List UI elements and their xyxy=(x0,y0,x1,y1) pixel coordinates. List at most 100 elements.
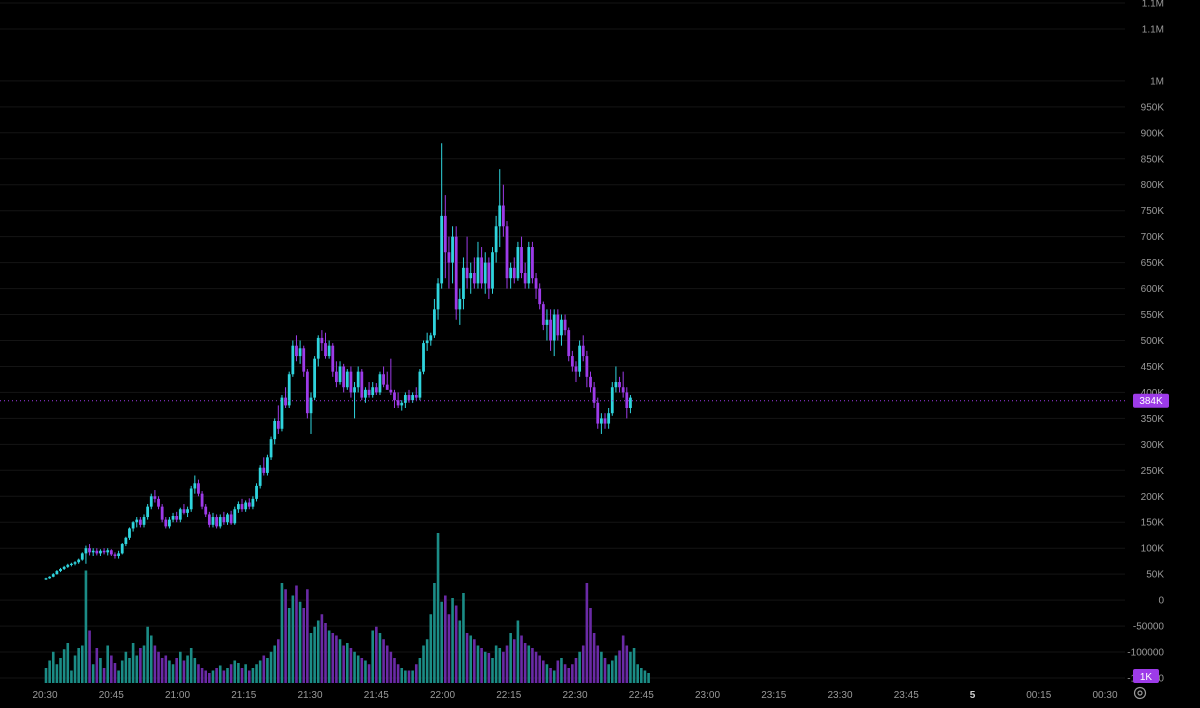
volume-bar xyxy=(549,668,552,683)
candle-body xyxy=(342,366,346,388)
volume-bar xyxy=(389,651,393,683)
candle-body xyxy=(284,397,287,406)
volume-bar xyxy=(302,608,306,683)
volume-bar xyxy=(487,653,491,683)
candle-body xyxy=(589,376,592,388)
volume-bar xyxy=(51,651,55,683)
candle xyxy=(193,475,197,494)
candle-body xyxy=(454,236,458,310)
volume-bar xyxy=(70,670,73,683)
candle xyxy=(570,350,574,372)
volume-bar xyxy=(251,668,255,683)
volume-bar xyxy=(433,583,436,683)
volume-bar xyxy=(483,651,487,683)
price-tick-label: 950K xyxy=(1141,102,1165,113)
candle xyxy=(291,340,295,377)
candle-body xyxy=(291,345,295,375)
candle xyxy=(91,548,95,556)
candle xyxy=(527,241,531,289)
candle xyxy=(385,371,389,390)
candle xyxy=(396,392,400,408)
candle-body xyxy=(429,335,433,341)
candle xyxy=(204,504,208,518)
candle xyxy=(316,335,320,367)
candle-body xyxy=(95,550,99,554)
candle xyxy=(266,454,269,476)
candle-body xyxy=(451,236,454,263)
volume-bar xyxy=(393,658,396,683)
candle-body xyxy=(207,514,211,525)
candle-body xyxy=(465,267,469,279)
volume-bar xyxy=(371,630,374,683)
candle xyxy=(599,413,603,434)
candle-body xyxy=(364,389,367,398)
candle-body xyxy=(414,395,418,398)
candle xyxy=(109,549,113,556)
volume-bar xyxy=(563,664,567,683)
candle xyxy=(469,262,473,294)
volume-bar xyxy=(291,595,295,683)
volume-bar xyxy=(215,668,218,683)
candle xyxy=(44,577,48,580)
candle-body xyxy=(146,506,150,518)
candle-body xyxy=(175,516,179,520)
price-tick-label: 250K xyxy=(1141,466,1165,477)
volume-label-text: 1K xyxy=(1140,672,1153,683)
volume-bar xyxy=(534,651,538,683)
candle xyxy=(549,309,552,351)
volume-bar xyxy=(84,570,88,683)
candle-body xyxy=(501,205,505,227)
candle-body xyxy=(520,247,523,273)
candle xyxy=(146,504,150,520)
time-tick-label: 00:15 xyxy=(1026,690,1051,701)
candle-body xyxy=(51,574,55,577)
candle xyxy=(342,363,346,393)
candle xyxy=(164,517,168,529)
candle-body xyxy=(360,371,364,398)
candle xyxy=(48,576,52,579)
candle-body xyxy=(596,402,600,424)
volume-bar xyxy=(538,655,541,683)
volume-bar xyxy=(523,643,527,683)
volume-bar xyxy=(233,660,237,683)
volume-bar xyxy=(647,673,650,683)
candle-body xyxy=(124,537,128,545)
candle-body xyxy=(393,392,396,401)
candle xyxy=(305,369,309,419)
candle-body xyxy=(255,485,258,499)
volume-bar xyxy=(44,668,48,683)
price-tick-label: 450K xyxy=(1141,362,1165,373)
candle xyxy=(331,343,335,377)
candle-body xyxy=(578,345,582,372)
candle xyxy=(382,366,385,388)
candle xyxy=(349,366,353,398)
candle xyxy=(367,382,371,398)
volume-bar xyxy=(222,670,226,683)
candle xyxy=(545,309,549,341)
time-tick-label: 22:00 xyxy=(430,690,455,701)
candle xyxy=(197,479,200,497)
candle xyxy=(581,335,585,362)
price-tick-label: 550K xyxy=(1141,310,1165,321)
candle-body xyxy=(178,509,182,520)
volume-bars xyxy=(44,533,650,683)
settings-gear-icon[interactable] xyxy=(1131,684,1149,702)
price-tick-label: 50K xyxy=(1146,570,1164,581)
candle xyxy=(113,552,117,559)
volume-bar xyxy=(208,673,211,683)
time-axis[interactable]: 20:30 20:45 21:00 21:15 21:30 21:45 22:00 22:15… xyxy=(32,690,1117,701)
volume-bar xyxy=(360,658,364,683)
candle xyxy=(436,278,440,320)
candle-body xyxy=(48,576,52,579)
candle-body xyxy=(396,400,400,406)
candle-body xyxy=(276,420,280,429)
price-tick-label: 300K xyxy=(1141,440,1165,451)
candle-body xyxy=(251,498,255,507)
volume-bar xyxy=(440,601,443,683)
candle-body xyxy=(120,544,124,554)
candle xyxy=(414,387,418,401)
candle xyxy=(534,273,538,299)
volume-bar xyxy=(458,620,462,683)
grid-lines xyxy=(0,2,1125,679)
